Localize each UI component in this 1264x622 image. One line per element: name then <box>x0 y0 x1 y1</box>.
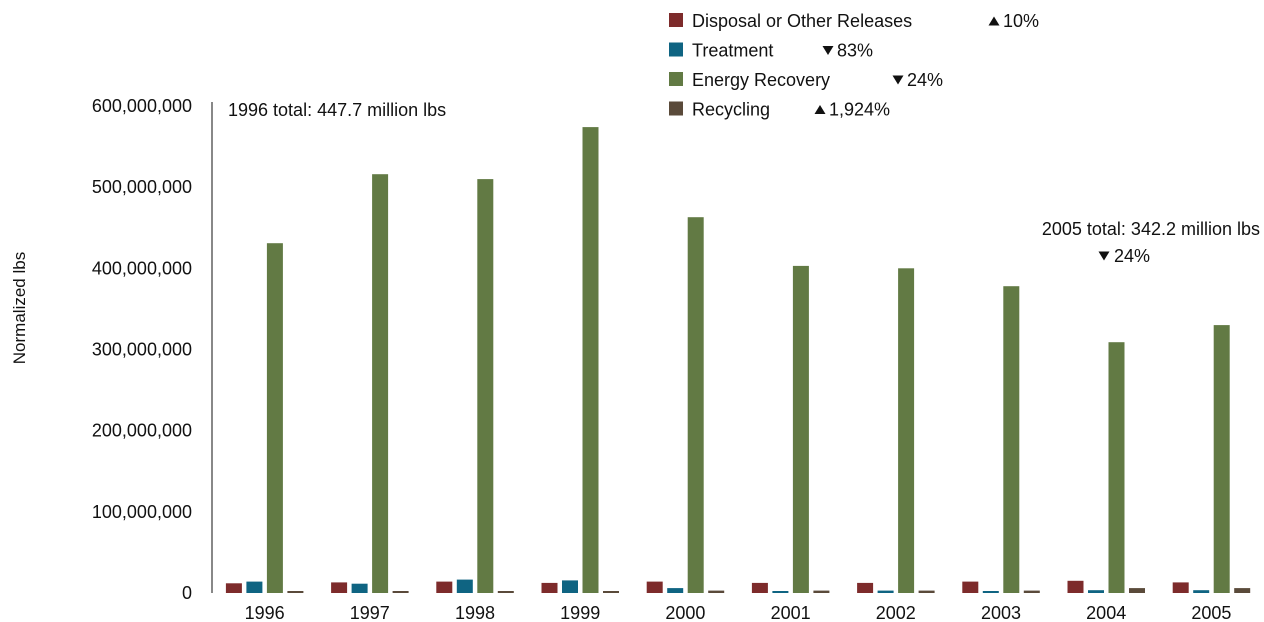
bar <box>392 591 409 593</box>
x-tick-label: 2004 <box>1086 603 1126 622</box>
legend-change-arrow <box>988 16 1000 26</box>
legend-change-value: 24% <box>907 70 943 90</box>
bar <box>962 581 979 593</box>
bars <box>225 127 1251 593</box>
bar <box>982 591 999 593</box>
bar <box>1067 580 1084 593</box>
end-change-arrow <box>1098 251 1110 261</box>
bar <box>331 582 348 593</box>
y-tick-label: 100,000,000 <box>92 502 192 522</box>
bar <box>687 217 704 593</box>
bar <box>1003 286 1020 593</box>
bar <box>541 582 558 593</box>
x-tick-label: 2005 <box>1191 603 1231 622</box>
legend-label: Disposal or Other Releases <box>692 11 912 31</box>
x-tick-label: 1999 <box>560 603 600 622</box>
bar <box>225 583 242 593</box>
bar <box>603 591 619 593</box>
legend-swatch <box>669 72 683 86</box>
bar <box>1129 588 1145 593</box>
bar <box>751 582 768 593</box>
bar <box>813 590 830 593</box>
bar <box>351 583 368 593</box>
legend-change-value: 83% <box>837 41 873 61</box>
y-tick-label: 500,000,000 <box>92 177 192 197</box>
bar <box>1088 590 1104 593</box>
bar <box>372 174 389 593</box>
bar <box>1193 590 1210 593</box>
legend-change-arrow <box>814 105 826 114</box>
bar <box>287 591 304 593</box>
bar <box>1108 342 1125 593</box>
x-tick-label: 2002 <box>876 603 916 622</box>
y-tick-label: 200,000,000 <box>92 421 192 441</box>
legend-change-value: 1,924% <box>829 100 890 120</box>
legend-change-arrow <box>892 75 904 85</box>
bar <box>857 582 874 593</box>
legend-label: Treatment <box>692 41 773 61</box>
annotation-end-total: 2005 total: 342.2 million lbs <box>1042 219 1260 239</box>
bar <box>1234 588 1251 593</box>
y-tick-label: 0 <box>182 583 192 603</box>
y-axis-title-group: Normalized lbs <box>10 252 29 364</box>
bar <box>456 579 473 593</box>
bar <box>582 127 599 593</box>
y-tick-labels: 0 100,000,000 200,000,000 300,000,000 400,00… <box>92 96 192 603</box>
legend-change-value: 10% <box>1003 11 1039 31</box>
bar <box>667 588 684 593</box>
annotation-end-change: 24% <box>1098 246 1150 266</box>
bar <box>477 179 494 593</box>
bar <box>646 581 663 593</box>
bar <box>1213 325 1230 593</box>
y-axis-title: Normalized lbs <box>10 252 29 364</box>
y-tick-label: 600,000,000 <box>92 96 192 116</box>
bar <box>898 268 915 593</box>
x-tick-label: 2001 <box>771 603 811 622</box>
legend-swatch <box>669 42 683 57</box>
annotation-start-total: 1996 total: 447.7 million lbs <box>228 100 446 120</box>
legend-label: Energy Recovery <box>692 70 830 90</box>
x-tick-labels: 1996 1997 1998 1999 2000 2001 2002 2003 2004 2005 <box>245 603 1232 622</box>
bar <box>1172 582 1189 593</box>
bar <box>918 590 935 593</box>
bar <box>708 590 725 593</box>
annotation-end-change-value: 24% <box>1114 246 1150 266</box>
legend: Disposal or Other Releases 10% Treatment 83… <box>669 11 1039 120</box>
bar <box>266 243 283 593</box>
legend-swatch <box>669 13 683 27</box>
bar <box>562 580 578 593</box>
x-tick-label: 1997 <box>350 603 390 622</box>
legend-label: Recycling <box>692 100 770 120</box>
bar <box>772 591 789 593</box>
y-tick-label: 300,000,000 <box>92 340 192 360</box>
x-tick-label: 2000 <box>665 603 705 622</box>
bar <box>877 590 894 593</box>
x-tick-label: 2003 <box>981 603 1021 622</box>
legend-swatch <box>669 101 683 116</box>
bar <box>497 591 514 593</box>
bar <box>1023 590 1040 593</box>
x-tick-label: 1998 <box>455 603 495 622</box>
x-tick-label: 1996 <box>245 603 285 622</box>
bar <box>436 581 453 593</box>
bar <box>246 581 263 593</box>
bar <box>792 265 809 593</box>
y-tick-label: 400,000,000 <box>92 258 192 278</box>
legend-change-arrow <box>822 46 834 55</box>
